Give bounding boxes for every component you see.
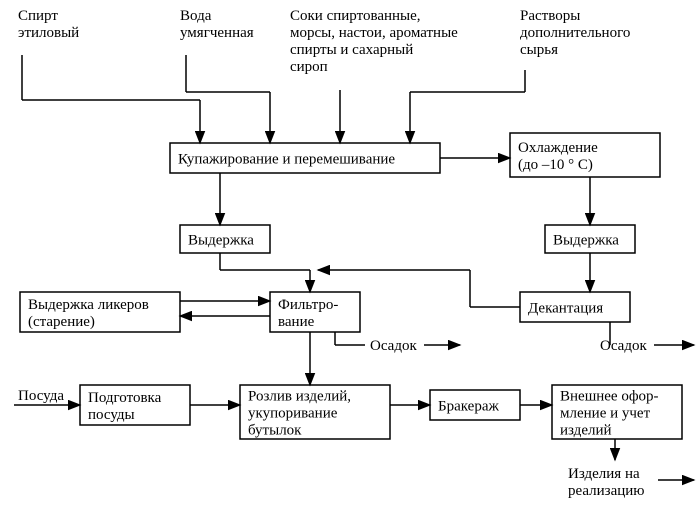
label-sediment-2: Осадок — [600, 338, 647, 354]
svg-text:Охлаждение(до –10 ° С): Охлаждение(до –10 ° С) — [518, 140, 598, 173]
label-dishes: Посуда — [18, 388, 64, 404]
svg-text:Купажирование и перемешивание: Купажирование и перемешивание — [178, 152, 395, 168]
input-juices: Соки спиртованные,морсы, настои, ароматн… — [290, 8, 458, 75]
label-output: Изделия нареализацию — [568, 466, 645, 499]
input-spirit: Спиртэтиловый — [18, 8, 79, 41]
svg-text:Декантация: Декантация — [528, 301, 603, 317]
svg-text:Выдержка: Выдержка — [553, 233, 619, 249]
input-additives: Растворыдополнительногосырья — [520, 8, 630, 58]
label-sediment-1: Осадок — [370, 338, 417, 354]
svg-text:Бракераж: Бракераж — [438, 399, 500, 415]
svg-text:Выдержка: Выдержка — [188, 233, 254, 249]
input-water: Водаумягченная — [180, 8, 254, 41]
